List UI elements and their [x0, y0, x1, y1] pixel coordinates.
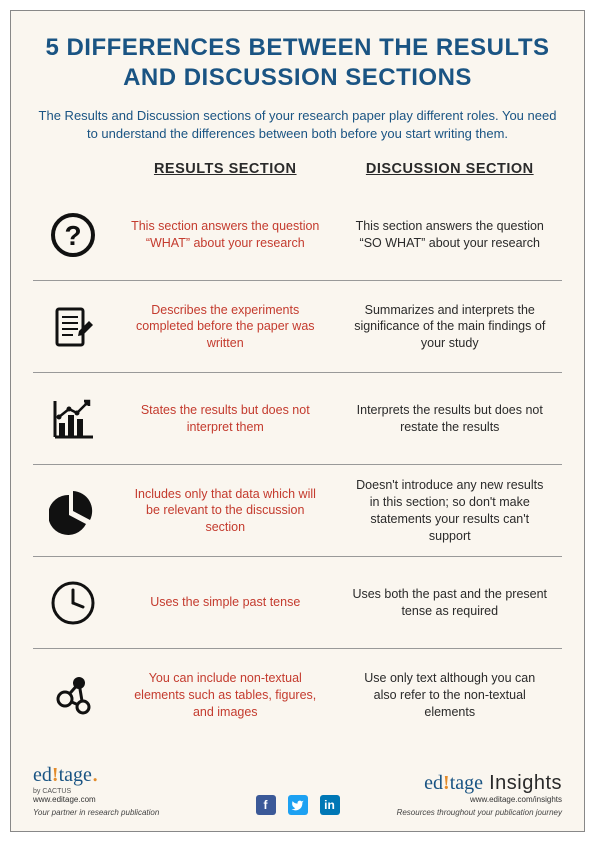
- results-cell: Includes only that data which will be re…: [113, 486, 338, 537]
- table-header-row: RESULTS SECTION DISCUSSION SECTION: [33, 157, 562, 185]
- svg-text:?: ?: [64, 220, 81, 251]
- results-header: RESULTS SECTION: [113, 157, 338, 185]
- footer-left-brand: ed!tage. by CACTUS www.editage.com Your …: [33, 764, 159, 817]
- insights-url: www.editage.com/insights: [470, 795, 562, 804]
- comparison-table: RESULTS SECTION DISCUSSION SECTION ? Thi…: [33, 157, 562, 821]
- discussion-cell: Uses both the past and the present tense…: [338, 586, 563, 620]
- brand-post: tage: [59, 764, 92, 786]
- brand-subtitle: by CACTUS: [33, 788, 159, 795]
- network-icon: [33, 671, 113, 719]
- chart-icon: [33, 395, 113, 443]
- page-title: 5 DIFFERENCES BETWEEN THE RESULTS AND DI…: [33, 33, 562, 93]
- question-icon: ?: [33, 211, 113, 259]
- intro-text: The Results and Discussion sections of y…: [33, 107, 562, 143]
- clock-icon: [33, 579, 113, 627]
- infographic-page: 5 DIFFERENCES BETWEEN THE RESULTS AND DI…: [10, 10, 585, 832]
- discussion-cell: Doesn't introduce any new results in thi…: [338, 477, 563, 545]
- discussion-cell: Use only text although you can also refe…: [338, 670, 563, 721]
- table-row: Describes the experiments completed befo…: [33, 281, 562, 373]
- discussion-cell: Interprets the results but does not rest…: [338, 402, 563, 436]
- editage-logo: ed!tage.: [33, 764, 159, 787]
- table-row: Uses the simple past tense Uses both the…: [33, 557, 562, 649]
- insights-tagline: Resources throughout your publication jo…: [397, 808, 562, 817]
- header-spacer: [33, 157, 113, 185]
- insights-label: Insights: [483, 772, 562, 794]
- pie-icon: [33, 487, 113, 535]
- document-icon: [33, 303, 113, 351]
- results-cell: This section answers the question “WHAT”…: [113, 218, 338, 252]
- discussion-header: DISCUSSION SECTION: [338, 157, 563, 185]
- social-icons: f in: [256, 795, 340, 815]
- discussion-cell: Summarizes and interprets the significan…: [338, 302, 563, 353]
- editage-insights-logo: ed!tage Insights: [424, 772, 562, 795]
- brand-dot: .: [92, 758, 99, 787]
- brand-pre: ed: [424, 772, 443, 794]
- facebook-icon[interactable]: f: [256, 795, 276, 815]
- footer-right-brand: ed!tage Insights www.editage.com/insight…: [397, 772, 562, 817]
- table-row: ? This section answers the question “WHA…: [33, 189, 562, 281]
- table-row: States the results but does not interpre…: [33, 373, 562, 465]
- brand-url: www.editage.com: [33, 795, 159, 804]
- discussion-cell: This section answers the question “SO WH…: [338, 218, 563, 252]
- results-cell: You can include non-textual elements suc…: [113, 670, 338, 721]
- brand-tagline: Your partner in research publication: [33, 808, 159, 817]
- brand-bang: !: [443, 772, 450, 794]
- results-cell: Describes the experiments completed befo…: [113, 302, 338, 353]
- results-cell: Uses the simple past tense: [113, 594, 338, 611]
- brand-pre: ed: [33, 764, 52, 786]
- table-row: You can include non-textual elements suc…: [33, 649, 562, 741]
- twitter-icon[interactable]: [288, 795, 308, 815]
- brand-post: tage: [450, 772, 483, 794]
- brand-bang: !: [52, 764, 59, 786]
- results-cell: States the results but does not interpre…: [113, 402, 338, 436]
- table-row: Includes only that data which will be re…: [33, 465, 562, 557]
- linkedin-icon[interactable]: in: [320, 795, 340, 815]
